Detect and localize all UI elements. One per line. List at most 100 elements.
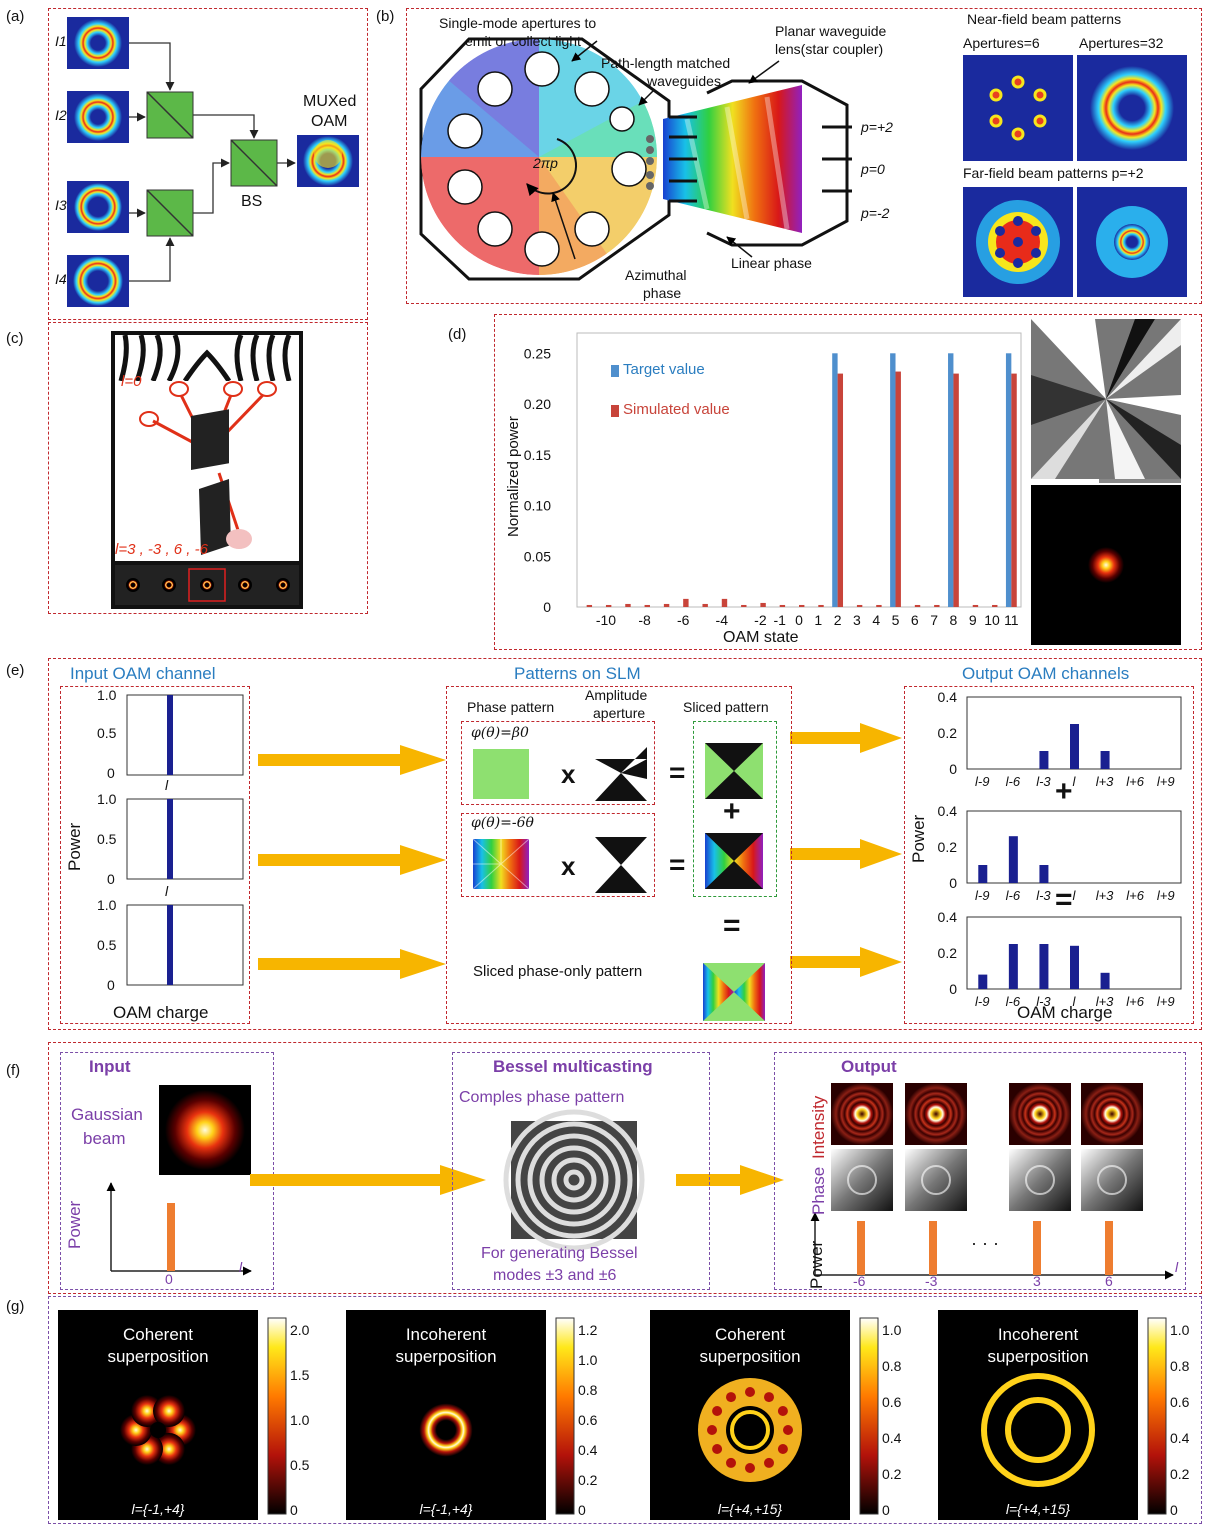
simulated-bar	[992, 604, 998, 607]
equals-3: =	[723, 909, 741, 942]
f-out-x1: -6	[853, 1273, 866, 1289]
f-power-label: Power	[65, 1200, 84, 1249]
output-bar	[1039, 865, 1049, 883]
f-out-power: Power	[807, 1240, 826, 1289]
times-2: x	[561, 851, 576, 881]
output-y-tick: 0.4	[938, 689, 958, 705]
input-box: 1.0 0.5 0 1.0 0.5 0 1.0 0.5 0 l l Power …	[60, 686, 250, 1024]
amplitude-aperture-1	[595, 747, 647, 801]
output-x-tick: l-3	[1036, 994, 1051, 1009]
in2-ytick-3: 0	[107, 871, 115, 887]
x-tick-label: -10	[596, 612, 616, 628]
sliced-pattern-1	[705, 743, 763, 799]
f-out-x3: 3	[1033, 1273, 1041, 1289]
x-tick-label: 6	[911, 612, 919, 628]
simulated-bar	[760, 602, 766, 607]
panel-e	[48, 658, 1202, 1030]
x-tick-label: -8	[638, 612, 651, 628]
simulated-bar	[625, 603, 631, 607]
f-out-bar-4	[1105, 1221, 1113, 1275]
simulated-bar	[914, 604, 921, 607]
output-x-tick: l	[1073, 888, 1077, 903]
colorbar	[555, 1317, 575, 1515]
f-bessel-box: Bessel multicasting Comples phase patter…	[452, 1052, 710, 1290]
complex-label: Comples phase pattern	[459, 1089, 625, 1106]
output-bar	[1008, 944, 1018, 989]
output-y-tick: 0	[949, 761, 957, 777]
x-tick-label: -6	[677, 612, 690, 628]
output-y-tick: 0.4	[938, 909, 958, 925]
f-out-bar-2	[929, 1221, 937, 1275]
f-output-box: Output Intensity Phase Power -6 -3 3 6 ·…	[774, 1052, 1186, 1290]
target-bar	[832, 353, 838, 607]
output-bar	[1100, 751, 1110, 769]
far-field-32	[1077, 187, 1187, 297]
simulated-bar	[818, 604, 824, 607]
label-muxed: MUXed	[303, 93, 357, 110]
phase-row-1	[461, 721, 655, 805]
output-x-tick: l-3	[1036, 774, 1051, 789]
label-p-zero: p=0	[861, 161, 885, 177]
colorbar-tick: 0.2	[1170, 1466, 1190, 1482]
label-azimuthal-2: phase	[643, 285, 682, 301]
label-bs: BS	[241, 193, 263, 210]
simulated-bar	[605, 604, 612, 607]
legend-target-swatch	[611, 365, 619, 377]
phase-label: Phase	[809, 1166, 828, 1215]
output-y-tick: 0.4	[938, 803, 958, 819]
phase-row-2	[461, 813, 655, 897]
simulated-bar	[876, 604, 882, 607]
in1-x: l	[165, 777, 169, 793]
output-x-tick: l+9	[1157, 774, 1175, 789]
output-y-tick: 0	[949, 875, 957, 891]
panel-label-b: (b)	[376, 8, 395, 25]
superposition-title: Coherent	[123, 1325, 193, 1344]
sliced-pattern-label: Sliced pattern	[683, 699, 769, 715]
l-values: l={+4,+15}	[1005, 1501, 1071, 1517]
output-x-tick: l+3	[1096, 774, 1114, 789]
panel-label-a: (a)	[6, 8, 25, 25]
panel-label-e: (e)	[6, 662, 25, 679]
superposition-title-2: superposition	[987, 1347, 1089, 1366]
beam-label: beam	[83, 1129, 126, 1148]
label-i1: I1	[55, 33, 67, 49]
f-l: l	[239, 1259, 243, 1275]
output-x-tick: l+9	[1157, 994, 1175, 1009]
simulated-bar	[1011, 373, 1017, 607]
f-out-l: l	[1175, 1259, 1179, 1275]
label-l-multi: l=3 , -3 , 6 , -6	[115, 541, 208, 558]
colorbar-tick: 0.8	[578, 1382, 598, 1398]
superposition-title: Coherent	[715, 1325, 785, 1344]
output-y-tick: 0.2	[938, 839, 958, 855]
slm-patterns	[472, 743, 765, 1021]
x-tick-label: -1	[773, 612, 786, 628]
y-tick-label: 0.15	[524, 447, 551, 463]
linear-phase-lens	[663, 85, 802, 233]
f-out-x4: 6	[1105, 1273, 1113, 1289]
output-bar	[1039, 944, 1049, 989]
beam-i2	[67, 91, 129, 143]
superposition-title-2: superposition	[699, 1347, 801, 1366]
sliced-group	[693, 721, 777, 897]
simulated-bar	[895, 371, 901, 607]
amplitude-aperture-2	[595, 837, 647, 893]
colorbar-tick: 0.4	[578, 1442, 598, 1458]
input-oam-charge: OAM charge	[113, 1003, 209, 1022]
in1-ytick-2: 0.5	[97, 725, 117, 741]
colorbar-tick: 1.0	[290, 1412, 310, 1428]
phi2-label: φ(θ)=-6θ	[471, 815, 534, 831]
x-tick-label: 0	[795, 612, 803, 628]
y-tick-label: 0.05	[524, 548, 551, 564]
label-oam: OAM	[311, 113, 348, 130]
colorbar-tick: 0	[578, 1502, 586, 1518]
label-azimuthal: Azimuthal	[625, 267, 687, 283]
output-x-tick: l-6	[1006, 774, 1021, 789]
output-x-tick: l+6	[1126, 994, 1144, 1009]
colorbar-tick: 0.2	[578, 1472, 598, 1488]
x-tick-label: 9	[969, 612, 977, 628]
output-bar	[978, 865, 988, 883]
panel-c-diagram	[111, 331, 303, 609]
y-tick-label: 0.25	[524, 345, 551, 361]
output-x-tick: l	[1073, 994, 1077, 1009]
colorbar-tick: 0.6	[1170, 1394, 1190, 1410]
